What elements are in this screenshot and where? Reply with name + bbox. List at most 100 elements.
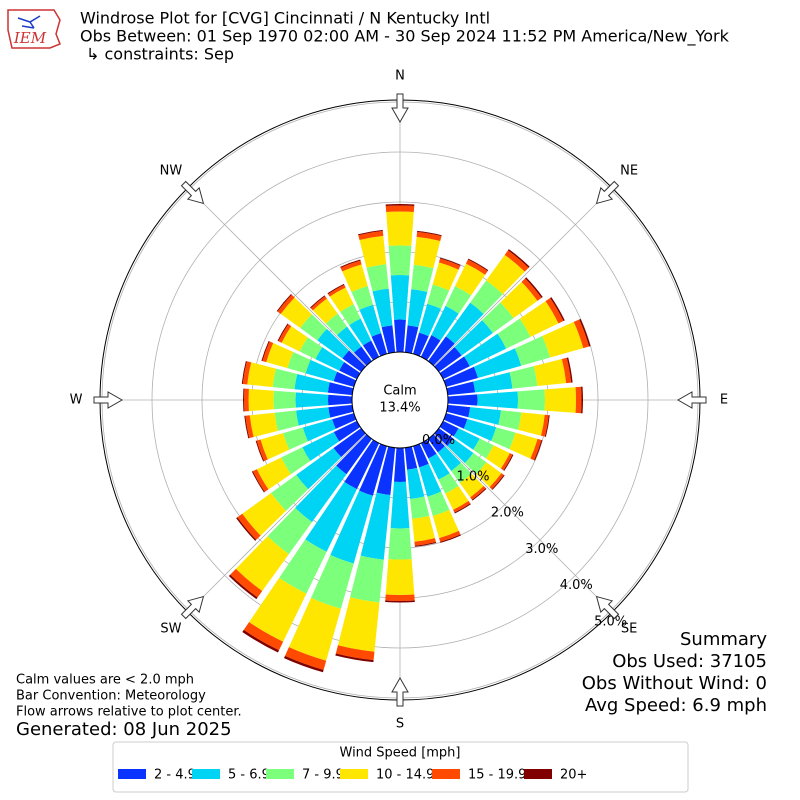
flow-arrow-shape [595,595,620,620]
bar-segment [385,600,415,603]
flow-arrow [676,391,707,409]
bar-segment [486,445,510,469]
legend-swatch [192,769,220,779]
bar-segment [358,230,384,241]
logo-text: IEM [13,29,47,47]
bar-segment [371,333,387,357]
bar-segment [315,347,345,371]
summary: Avg Speed: 6.9 mph [585,695,767,716]
bar-segment [300,314,327,341]
bar-segment [228,574,258,600]
flow-arrow [391,676,409,707]
bar-segment [454,320,493,356]
calm-circle [351,351,449,449]
bar-segment [491,427,516,450]
bar-segment [443,413,468,429]
bar-segment [285,647,327,670]
bar-segment [533,359,567,387]
bar-segment [504,250,529,272]
bar-segment [328,404,354,418]
bar-segment [455,263,486,296]
bar-segment [372,288,393,328]
bar-segment [544,387,576,413]
bar-segment [273,390,296,410]
bar-segment [447,438,474,464]
bar-segment [473,438,494,459]
r-tick-label: 1.0% [456,469,489,484]
compass-label: NE [620,163,638,178]
bar-segment [252,469,269,492]
bar-segment [447,394,478,406]
bar-segment [351,285,374,310]
bar-segment [327,382,354,396]
bar-segment [467,258,489,271]
bar-segment [255,440,265,462]
bar-segment [581,386,583,414]
bar-segment [329,287,354,312]
grid-spoke [187,187,367,367]
bar-segment [428,434,445,453]
bar-segment [521,278,542,301]
bar-segment [386,211,414,246]
bar-segment [420,335,441,361]
bar-segment [310,296,327,311]
calm-label: Calm [383,384,416,399]
bar-segment [412,515,435,542]
bar-segment [317,328,350,359]
grid-spoke [433,433,613,613]
bar-segment [489,473,504,490]
bar-segment [385,559,415,595]
bar-segment [328,284,346,297]
bar-segment [404,446,418,470]
bar-segment [242,629,280,653]
bar-segment [471,488,487,501]
compass-label: NW [160,163,183,178]
bar-segment [281,447,311,475]
bar-segment [266,343,294,369]
bar-segment [274,410,299,431]
bar-segment [235,536,289,592]
bar-segment [454,503,471,514]
legend-swatch [118,769,146,779]
bar-segment [342,264,368,292]
bar-segment [427,284,450,309]
bar-segment [279,539,327,594]
bar-segment [340,304,361,326]
bar-segment [359,443,387,496]
bar-segment [437,446,462,471]
bar-segment [407,289,428,328]
bar-segment [443,366,478,387]
calm-value: 13.4% [379,401,420,416]
bar-segment [256,457,291,490]
bar-segment [305,481,357,552]
flow-arrow [180,180,205,205]
bar-segment [416,231,442,242]
flow-arrow [93,391,124,409]
chart-title: Windrose Plot for [CVG] Cincinnati / N K… [80,9,490,28]
bar-segment [459,473,484,498]
bar-segment [335,653,374,663]
bar-segment [359,235,387,268]
flow-arrow-shape [595,180,620,205]
bar-segment [310,295,326,309]
bar-segment [419,463,442,497]
bar-segment [302,419,336,442]
bar-segment [277,294,295,315]
r-tick-label: 4.0% [560,578,593,593]
bar-segment [272,368,298,390]
bar-segment [477,391,518,409]
bar-segment [550,297,565,322]
bar-segment [470,280,503,314]
bar-segment [243,622,284,651]
compass-label: SE [621,622,637,637]
bar-segment [434,347,462,372]
bar-segment [385,594,415,601]
bar-segment [404,325,419,354]
bar-segment [476,462,502,488]
bar-segment [261,340,270,362]
bar-segment [283,655,324,673]
bar-segment [545,297,564,324]
bar-segment [503,454,514,471]
bar-segment [328,394,353,406]
bar-segment [388,245,412,276]
